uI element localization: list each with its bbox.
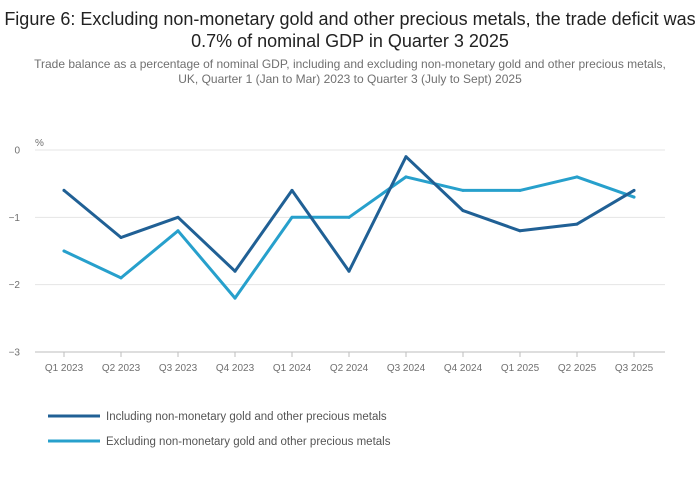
data-point xyxy=(632,188,636,192)
x-tick-label: Q4 2023 xyxy=(216,363,255,374)
data-point xyxy=(518,229,522,233)
x-tick-label: Q1 2024 xyxy=(273,363,312,374)
data-point xyxy=(404,175,408,179)
x-tick-label: Q2 2025 xyxy=(558,363,597,374)
series-line-excluding-gold xyxy=(62,175,636,300)
x-tick-label: Q3 2025 xyxy=(615,363,654,374)
chart-subtitle: Trade balance as a percentage of nominal… xyxy=(34,57,666,86)
data-point xyxy=(176,215,180,219)
legend-label: Including non-monetary gold and other pr… xyxy=(106,411,387,423)
x-tick-label: Q2 2023 xyxy=(102,363,141,374)
legend-label: Excluding non-monetary gold and other pr… xyxy=(106,436,391,448)
data-point xyxy=(461,209,465,213)
x-tick-label: Q3 2024 xyxy=(387,363,426,374)
data-point xyxy=(176,229,180,233)
data-point xyxy=(119,236,123,240)
data-point xyxy=(632,195,636,199)
y-tick-label: 0 xyxy=(14,146,20,157)
data-point xyxy=(62,188,66,192)
legend: Including non-monetary gold and other pr… xyxy=(48,411,391,448)
x-tick-label: Q1 2025 xyxy=(501,363,540,374)
x-tick-label: Q4 2024 xyxy=(444,363,483,374)
y-tick-label: −1 xyxy=(9,213,21,224)
series-layer xyxy=(62,155,636,300)
x-tick-label: Q2 2024 xyxy=(330,363,369,374)
data-point xyxy=(233,296,237,300)
data-point xyxy=(518,188,522,192)
y-tick-label: −3 xyxy=(9,348,21,359)
data-point xyxy=(290,188,294,192)
data-point xyxy=(290,215,294,219)
data-point xyxy=(62,249,66,253)
x-tick-label: Q3 2023 xyxy=(159,363,198,374)
data-point xyxy=(233,269,237,273)
data-point xyxy=(461,188,465,192)
data-point xyxy=(347,269,351,273)
data-point xyxy=(575,222,579,226)
chart-title: Figure 6: Excluding non-monetary gold an… xyxy=(4,9,696,51)
axis-layer: 0 −1 −2 −3% Q1 2023 Q2 2023 Q3 2023 Q4 2023 Q1 2… xyxy=(9,138,654,374)
x-tick-label: Q1 2023 xyxy=(45,363,84,374)
data-point xyxy=(404,155,408,159)
y-tick-label: −2 xyxy=(9,280,21,291)
y-axis-label: % xyxy=(35,138,44,149)
data-point xyxy=(347,215,351,219)
grid-layer xyxy=(35,149,665,353)
data-point xyxy=(119,276,123,280)
data-point xyxy=(575,175,579,179)
